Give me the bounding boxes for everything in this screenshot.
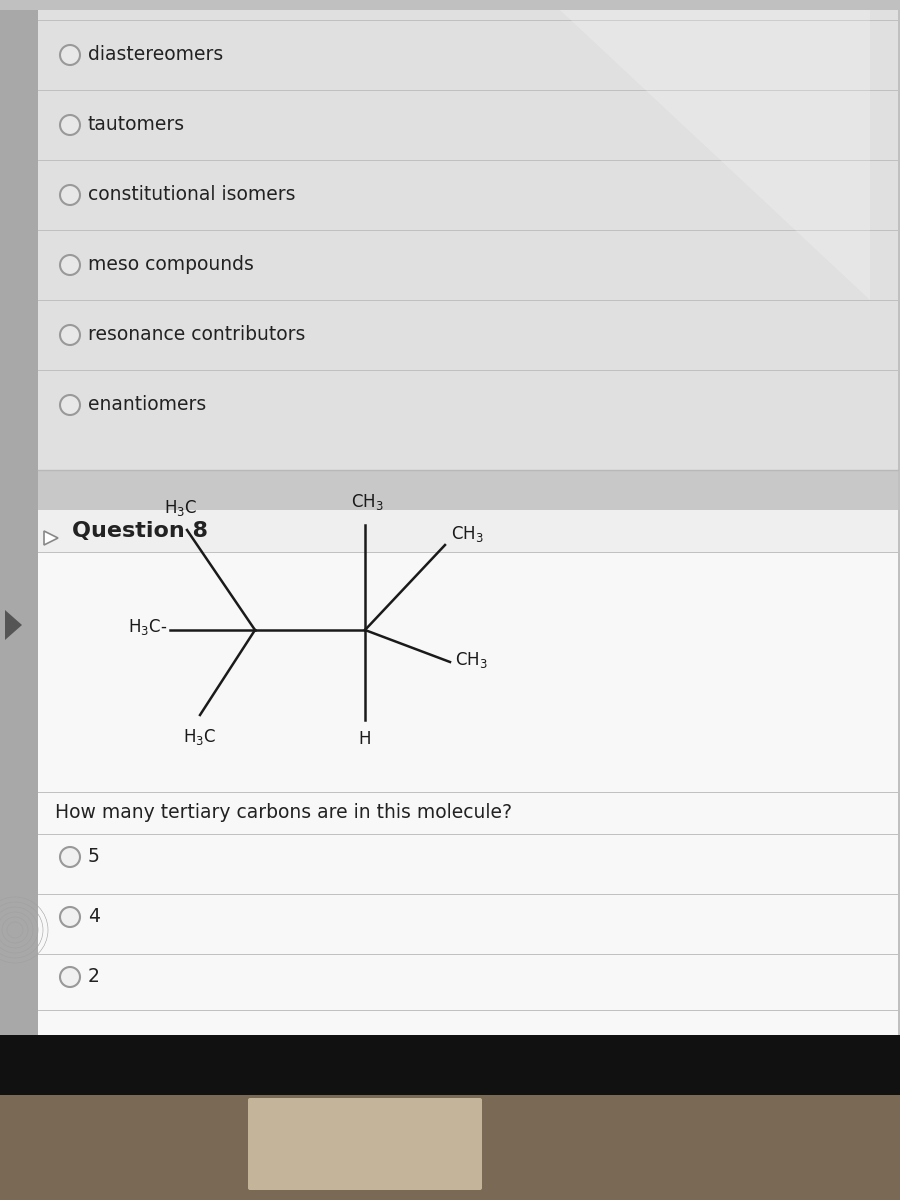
Text: enantiomers: enantiomers (88, 396, 206, 414)
Polygon shape (5, 610, 22, 640)
Polygon shape (560, 10, 870, 300)
Bar (38, 10, 898, 470)
Circle shape (60, 44, 80, 65)
Circle shape (60, 185, 80, 205)
Circle shape (60, 967, 80, 986)
Bar (38, 510, 898, 552)
Bar (38, 552, 898, 1034)
Text: H$_3$C: H$_3$C (184, 727, 217, 746)
Text: How many tertiary carbons are in this molecule?: How many tertiary carbons are in this mo… (55, 803, 512, 822)
Text: constitutional isomers: constitutional isomers (88, 186, 295, 204)
Circle shape (60, 325, 80, 346)
Text: 4: 4 (88, 907, 100, 926)
Polygon shape (44, 530, 58, 545)
Circle shape (60, 907, 80, 926)
Text: meso compounds: meso compounds (88, 256, 254, 275)
Text: resonance contributors: resonance contributors (88, 325, 305, 344)
Circle shape (60, 254, 80, 275)
Text: tautomers: tautomers (88, 115, 185, 134)
Bar (0, 1094, 900, 1200)
Text: CH$_3$: CH$_3$ (451, 524, 484, 544)
Text: CH$_3$: CH$_3$ (351, 492, 383, 512)
Text: 5: 5 (88, 847, 100, 866)
Text: Question 8: Question 8 (72, 521, 208, 541)
Text: H: H (359, 730, 371, 748)
Circle shape (60, 115, 80, 134)
Bar (38, 470, 898, 510)
Circle shape (60, 395, 80, 415)
Text: diastereomers: diastereomers (88, 46, 223, 65)
Bar (0, 10, 38, 1034)
Bar (0, 1034, 900, 1094)
FancyBboxPatch shape (248, 1098, 482, 1190)
Text: H$_3$C: H$_3$C (165, 498, 198, 518)
Text: 2: 2 (88, 967, 100, 986)
Circle shape (60, 847, 80, 866)
Text: CH$_3$: CH$_3$ (455, 650, 488, 670)
Text: H$_3$C-: H$_3$C- (128, 617, 167, 637)
